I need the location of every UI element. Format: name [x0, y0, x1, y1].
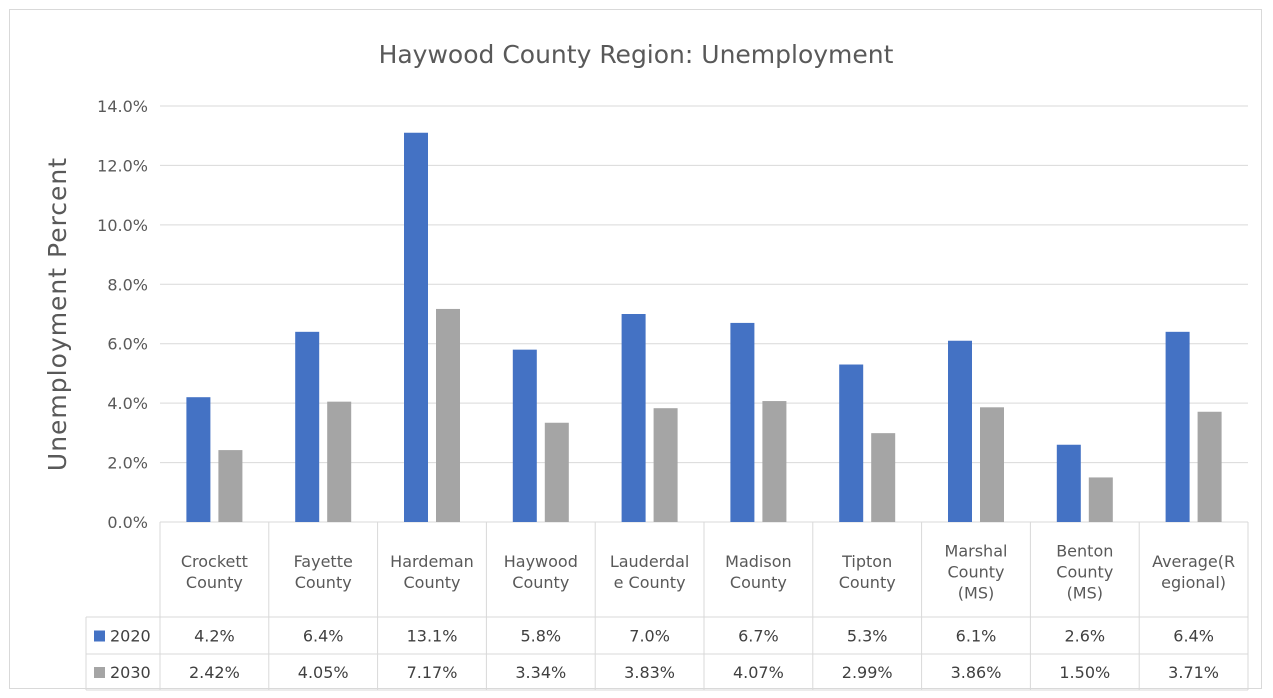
data-table: Crockett County Fayette County Hardeman Count…: [85, 522, 1249, 691]
data-label-2030: 4.05%: [298, 663, 349, 682]
y-tick-label: 4.0%: [107, 394, 148, 413]
legend-swatch-2020: [94, 630, 105, 642]
bar-2030-8: [1088, 477, 1113, 522]
bar-2020-7: [948, 340, 972, 522]
data-label-2020: 6.4%: [303, 627, 344, 646]
gridlines: [160, 105, 1248, 523]
bar-2030-0: [218, 450, 243, 522]
bar-2030-5: [762, 401, 787, 522]
category-label: (MS): [1067, 584, 1103, 603]
bar-2030-6: [871, 433, 896, 522]
legend-swatch-2030: [94, 667, 105, 678]
bar-2020-2: [404, 132, 428, 522]
data-label-2030: 1.50%: [1059, 663, 1110, 682]
category-label: Crockett: [181, 552, 248, 571]
category-label: Hardeman: [390, 552, 474, 571]
category-label: County: [839, 573, 896, 592]
category-label: County: [730, 573, 787, 592]
data-label-2020: 13.1%: [407, 627, 458, 646]
data-label-2020: 6.7%: [738, 627, 779, 646]
bar-2030-3: [544, 422, 569, 522]
data-label-2030: 2.42%: [189, 663, 240, 682]
bar-2020-6: [839, 364, 864, 522]
category-label: Lauderdal: [610, 552, 690, 571]
legend-entry-2030: 2030: [110, 663, 151, 682]
y-tick-label: 2.0%: [107, 454, 148, 473]
data-label-2020: 7.0%: [629, 627, 670, 646]
y-tick-label: 8.0%: [107, 275, 148, 294]
bar-2030-9: [1197, 411, 1222, 522]
category-label: (MS): [958, 584, 994, 603]
bar-2020-0: [186, 397, 211, 522]
data-label-2030: 3.86%: [951, 663, 1002, 682]
y-tick-label: 10.0%: [97, 216, 148, 235]
category-label: egional): [1161, 573, 1226, 592]
bars: [186, 132, 1222, 522]
category-label: County: [1056, 563, 1113, 582]
category-label: County: [948, 563, 1005, 582]
chart-title: Haywood County Region: Unemployment: [379, 40, 894, 69]
category-label: Madison: [725, 552, 791, 571]
data-label-2030: 7.17%: [407, 663, 458, 682]
category-label: Benton: [1056, 542, 1113, 561]
bar-2020-1: [295, 331, 320, 522]
category-label: Haywood: [504, 552, 578, 571]
bar-2020-8: [1056, 444, 1081, 522]
data-label-2020: 2.6%: [1064, 627, 1105, 646]
data-label-2030: 2.99%: [842, 663, 893, 682]
y-tick-label: 14.0%: [97, 97, 148, 116]
bar-2020-3: [512, 349, 537, 522]
bar-2030-7: [980, 407, 1004, 522]
data-label-2020: 6.4%: [1173, 627, 1214, 646]
category-label: Marshal: [945, 542, 1008, 561]
data-label-2030: 3.71%: [1168, 663, 1219, 682]
category-label: Average(R: [1152, 552, 1235, 571]
bar-2020-4: [621, 314, 646, 522]
bar-2030-2: [436, 308, 460, 522]
data-label-2030: 3.34%: [515, 663, 566, 682]
category-label: County: [512, 573, 569, 592]
y-tick-label: 6.0%: [107, 335, 148, 354]
data-label-2030: 3.83%: [624, 663, 675, 682]
category-label: County: [404, 573, 461, 592]
y-tick-label: 12.0%: [97, 156, 148, 175]
y-tick-label: 0.0%: [107, 513, 148, 532]
data-label-2030: 4.07%: [733, 663, 784, 682]
data-label-2020: 6.1%: [956, 627, 997, 646]
category-label: Fayette: [294, 552, 353, 571]
bar-2020-5: [730, 322, 755, 522]
y-axis-ticks: 0.0% 2.0% 4.0% 6.0% 8.0% 10.0% 12.0% 14.0%: [97, 97, 148, 532]
y-axis-label: Unemployment Percent: [43, 157, 72, 471]
data-label-2020: 4.2%: [194, 627, 235, 646]
category-label: County: [295, 573, 352, 592]
bar-2020-9: [1165, 331, 1190, 522]
category-label: County: [186, 573, 243, 592]
legend-entry-2020: 2020: [110, 627, 151, 646]
category-label: e County: [614, 573, 686, 592]
data-label-2020: 5.3%: [847, 627, 888, 646]
bar-2030-1: [327, 401, 352, 522]
category-label: Tipton: [841, 552, 892, 571]
data-label-2020: 5.8%: [520, 627, 561, 646]
bar-2030-4: [653, 408, 678, 522]
